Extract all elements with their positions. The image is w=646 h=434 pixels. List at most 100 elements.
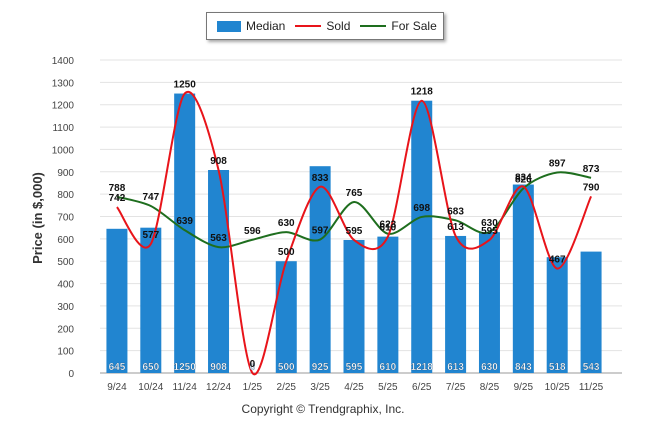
copyright-text: Copyright © Trendgraphix, Inc. [241,402,405,416]
for-sale-value-label: 630 [278,218,295,229]
x-tick-label: 3/25 [310,382,330,393]
sold-value-label: 577 [142,230,159,241]
x-tick-label: 11/25 [579,382,604,393]
sold-value-label: 1218 [411,87,434,98]
for-sale-value-label: 897 [549,158,566,169]
sold-value-label: 610 [380,223,397,234]
x-tick-label: 10/24 [138,382,163,393]
legend-item-sold[interactable]: Sold [295,19,350,33]
y-tick-label: 800 [57,190,74,201]
median-value-label: 843 [515,362,532,373]
x-tick-label: 11/24 [173,382,198,393]
median-value-label: 613 [447,362,464,373]
legend-item-for-sale[interactable]: For Sale [360,19,437,33]
y-tick-label: 900 [57,168,74,179]
median-bar [106,228,128,373]
legend-swatch-for-sale [360,25,387,27]
legend-label-median: Median [246,19,286,33]
legend-label-sold: Sold [326,19,351,33]
median-bar [343,239,365,373]
x-tick-label: 9/25 [514,382,534,393]
x-tick-label: 6/25 [412,382,432,393]
y-axis-label: Price (in $,000) [30,172,45,264]
sold-value-label: 742 [109,193,126,204]
for-sale-value-label: 788 [109,183,126,194]
x-tick-label: 12/24 [206,382,231,393]
for-sale-value-label: 630 [481,218,498,229]
for-sale-line [116,171,592,249]
median-value-label: 610 [380,362,397,373]
y-tick-label: 700 [57,213,74,224]
y-tick-label: 1400 [52,56,75,67]
sold-value-label: 595 [481,226,498,237]
for-sale-value-label: 639 [176,216,193,227]
x-tick-label: 10/25 [545,382,570,393]
sold-value-label: 834 [515,173,532,184]
y-tick-label: 1100 [52,123,74,134]
median-bar [174,93,196,374]
median-bar [478,232,500,373]
y-tick-label: 1300 [52,78,75,89]
median-bars [106,93,602,374]
bar-value-labels: 645 650 1250 908 0 500 925 595 610 1218 613 630 843 5… [108,362,600,373]
for-sale-value-label: 698 [413,203,430,214]
sold-value-label: 500 [278,247,295,258]
for-sale-value-label: 873 [583,164,600,175]
sold-value-label: 908 [210,156,227,167]
for-sale-value-label: 683 [447,206,464,217]
sold-value-label: 467 [549,255,566,266]
legend-label-for-sale: For Sale [391,19,437,33]
sold-value-label: 613 [447,222,464,233]
x-axis-ticks: 9/24 10/24 11/24 12/24 1/25 2/25 3/25 4/25 5/25 6… [107,382,603,393]
median-value-label: 1218 [411,362,434,373]
median-bar [445,235,467,373]
for-sale-value-label: 765 [346,188,363,199]
sold-value-label: 0 [250,359,256,370]
legend: Median Sold For Sale [206,12,444,40]
median-bar [309,166,331,373]
y-tick-label: 200 [57,324,74,335]
x-tick-label: 4/25 [344,382,364,393]
x-tick-label: 1/25 [243,382,263,393]
for-sale-value-label: 747 [142,192,159,203]
for-sale-value-label: 597 [312,226,329,237]
median-value-label: 500 [278,362,295,373]
median-value-label: 645 [109,362,126,373]
median-bar [140,227,162,373]
for-sale-value-label: 563 [210,233,227,244]
median-value-label: 925 [312,362,329,373]
median-bar [546,257,568,373]
legend-swatch-sold [295,25,322,27]
for-sale-value-label: 826 [515,174,532,185]
for-sale-value-label: 596 [244,226,261,237]
x-tick-label: 8/25 [480,382,500,393]
y-tick-label: 100 [57,347,74,358]
median-bar [411,100,433,373]
y-tick-label: 600 [57,235,74,246]
median-bar [377,236,399,373]
y-tick-label: 400 [57,280,74,291]
x-tick-label: 9/24 [107,382,127,393]
x-tick-label: 2/25 [277,382,297,393]
median-value-label: 908 [210,362,227,373]
x-tick-label: 7/25 [446,382,466,393]
sold-value-label: 833 [312,173,329,184]
y-tick-label: 0 [68,369,74,380]
legend-item-median[interactable]: Median [217,19,285,33]
y-tick-label: 1000 [52,145,75,156]
median-value-label: 0 [250,362,256,373]
sold-line [116,90,592,376]
median-bar [512,184,534,373]
y-tick-label: 500 [57,257,74,268]
sold-value-label: 790 [583,182,600,193]
legend-swatch-median [217,20,241,32]
x-tick-label: 5/25 [378,382,398,393]
sold-value-label: 595 [346,226,363,237]
y-axis-ticks: 0 100 200 300 400 500 600 700 800 900 1000 1100 1200… [52,56,75,380]
median-value-label: 518 [549,362,566,373]
median-value-label: 1250 [174,362,197,373]
median-bar [275,261,297,373]
median-bar [580,251,602,373]
median-value-label: 650 [142,362,159,373]
